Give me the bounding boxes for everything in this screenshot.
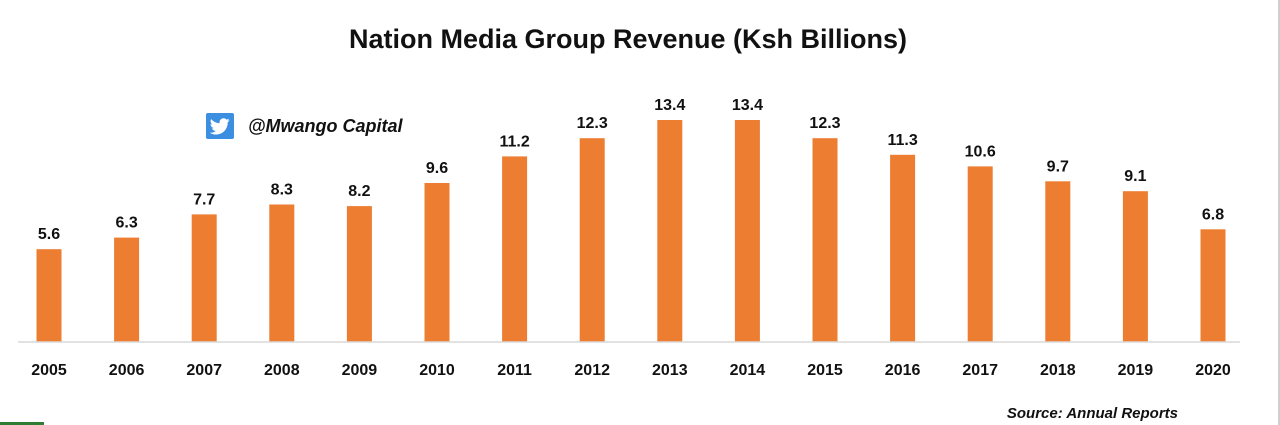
bar-2005 — [36, 249, 62, 342]
value-label-2016: 11.3 — [887, 132, 917, 149]
value-label-2010: 9.6 — [426, 160, 448, 177]
x-tick-label-2010: 2010 — [419, 362, 455, 379]
chart-title: Nation Media Group Revenue (Ksh Billions… — [348, 24, 908, 54]
bar-2007 — [191, 214, 217, 342]
bar-2013 — [657, 120, 683, 342]
value-label-2019: 9.1 — [1124, 168, 1146, 185]
value-label-2017: 10.6 — [965, 143, 996, 160]
value-labels-layer: 5.6 6.3 7.7 8.3 8.2 9.6 11.2 12.3 13.4 13.4 12.3 11… — [38, 97, 1224, 243]
bars-layer — [36, 120, 1226, 342]
value-label-2015: 12.3 — [809, 115, 840, 132]
x-tick-label-2016: 2016 — [885, 362, 921, 379]
bar-2010 — [424, 183, 450, 342]
bar-2012 — [579, 138, 605, 342]
x-tick-label-2017: 2017 — [962, 362, 998, 379]
value-label-2005: 5.6 — [38, 226, 60, 243]
x-tick-label-2020: 2020 — [1195, 362, 1231, 379]
bar-2017 — [967, 166, 993, 342]
x-tick-label-2011: 2011 — [497, 362, 532, 379]
value-label-2014: 13.4 — [732, 97, 763, 114]
x-tick-label-2014: 2014 — [730, 362, 766, 379]
bar-2019 — [1122, 191, 1148, 342]
bar-2008 — [269, 204, 295, 342]
bar-2016 — [890, 154, 916, 342]
twitter-bird-icon — [206, 113, 234, 139]
bar-2015 — [812, 138, 838, 342]
x-tick-label-2006: 2006 — [109, 362, 145, 379]
x-tick-label-2013: 2013 — [652, 362, 688, 379]
x-tick-labels-layer: 2005 2006 2007 2008 2009 2010 2011 2012 2013 2014… — [31, 362, 1231, 379]
bar-2009 — [346, 206, 372, 342]
value-label-2018: 9.7 — [1047, 158, 1069, 175]
x-tick-label-2012: 2012 — [574, 362, 610, 379]
x-tick-label-2009: 2009 — [342, 362, 378, 379]
value-label-2006: 6.3 — [115, 215, 137, 232]
value-label-2012: 12.3 — [577, 115, 608, 132]
x-tick-label-2007: 2007 — [186, 362, 222, 379]
x-tick-label-2008: 2008 — [264, 362, 300, 379]
twitter-watermark: @Mwango Capital — [206, 112, 403, 140]
x-tick-label-2018: 2018 — [1040, 362, 1076, 379]
x-tick-label-2005: 2005 — [31, 362, 67, 379]
bar-2018 — [1045, 181, 1071, 342]
x-tick-label-2019: 2019 — [1118, 362, 1154, 379]
bar-2011 — [502, 156, 528, 342]
bar-2014 — [734, 120, 760, 342]
bar-2020 — [1200, 229, 1226, 342]
value-label-2007: 7.7 — [193, 191, 215, 208]
value-label-2013: 13.4 — [654, 97, 685, 114]
source-note: Source: Annual Reports — [1006, 405, 1178, 422]
value-label-2009: 8.2 — [348, 183, 370, 200]
x-tick-label-2015: 2015 — [807, 362, 843, 379]
bar-2006 — [114, 237, 140, 342]
value-label-2008: 8.3 — [271, 182, 293, 199]
value-label-2020: 6.8 — [1202, 206, 1224, 223]
corner-mark — [0, 422, 44, 425]
twitter-handle: @Mwango Capital — [248, 115, 403, 136]
value-label-2011: 11.2 — [499, 133, 529, 150]
